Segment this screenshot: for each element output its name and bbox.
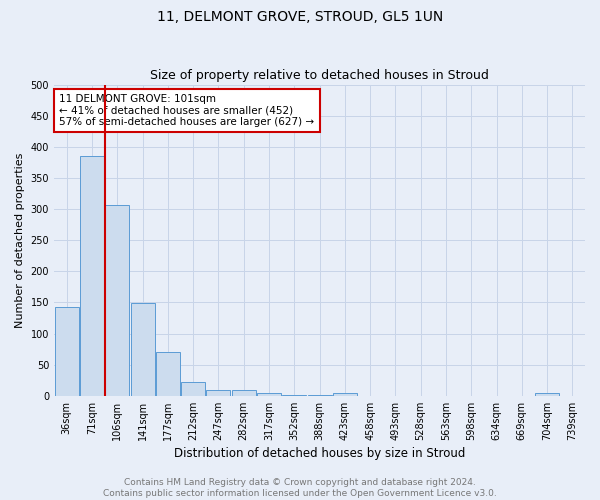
Bar	[55, 307, 79, 396]
Bar	[333, 392, 357, 396]
Text: Contains HM Land Registry data © Crown copyright and database right 2024.
Contai: Contains HM Land Registry data © Crown c…	[103, 478, 497, 498]
X-axis label: Distribution of detached houses by size in Stroud: Distribution of detached houses by size …	[174, 447, 465, 460]
Y-axis label: Number of detached properties: Number of detached properties	[15, 152, 25, 328]
Bar	[156, 352, 180, 396]
Text: 11, DELMONT GROVE, STROUD, GL5 1UN: 11, DELMONT GROVE, STROUD, GL5 1UN	[157, 10, 443, 24]
Title: Size of property relative to detached houses in Stroud: Size of property relative to detached ho…	[150, 69, 489, 82]
Bar	[105, 204, 129, 396]
Bar	[181, 382, 205, 396]
Bar	[232, 390, 256, 396]
Bar	[308, 394, 332, 396]
Bar	[131, 303, 155, 396]
Bar	[206, 390, 230, 396]
Text: 11 DELMONT GROVE: 101sqm
← 41% of detached houses are smaller (452)
57% of semi-: 11 DELMONT GROVE: 101sqm ← 41% of detach…	[59, 94, 314, 127]
Bar	[257, 392, 281, 396]
Bar	[80, 156, 104, 396]
Bar	[282, 394, 306, 396]
Bar	[535, 392, 559, 396]
